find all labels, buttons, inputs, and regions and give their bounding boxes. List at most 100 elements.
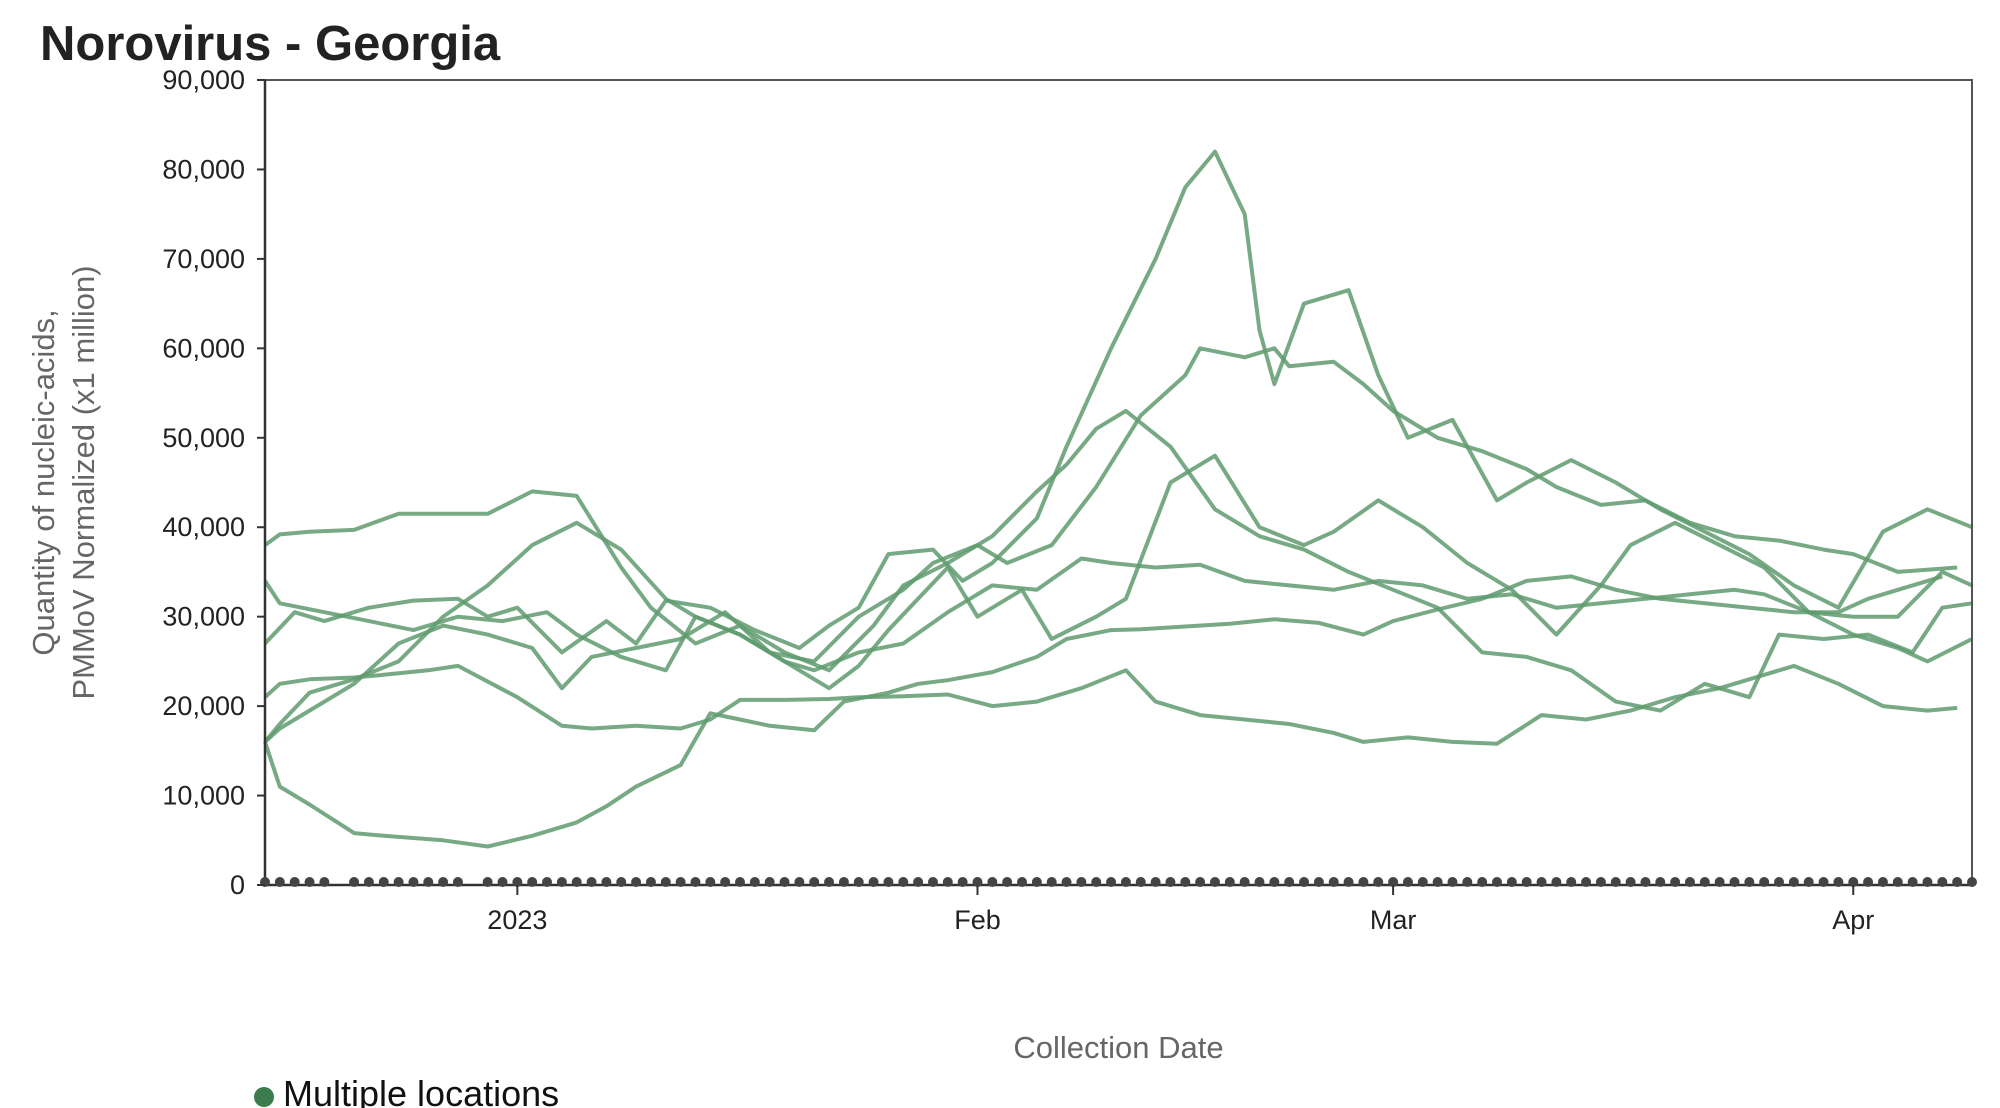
y-tick-label: 70,000 <box>162 244 245 274</box>
plot-border <box>264 79 1973 886</box>
sample-dot <box>1180 877 1191 887</box>
sample-dot <box>1521 877 1532 887</box>
sample-dot <box>1759 877 1770 887</box>
sample-dot <box>1833 877 1844 887</box>
sample-dot <box>304 877 315 887</box>
sample-dot <box>1744 877 1755 887</box>
sample-dot <box>1402 877 1413 887</box>
sample-dot <box>1106 877 1117 887</box>
y-tick-label: 80,000 <box>162 154 245 184</box>
sample-dot <box>1699 877 1710 887</box>
sample-dot <box>1447 877 1458 887</box>
series-line-2 <box>263 663 1958 746</box>
sample-dot <box>1328 877 1339 887</box>
sample-dot <box>1803 877 1814 887</box>
sample-dot <box>571 877 582 887</box>
sample-dot <box>363 877 374 887</box>
sample-dot <box>1209 877 1220 887</box>
sample-dot <box>1788 877 1799 887</box>
sample-dot <box>423 877 434 887</box>
sample-dot <box>1165 877 1176 887</box>
sample-dot <box>527 877 538 887</box>
sample-dot <box>1269 877 1280 887</box>
sample-dot <box>705 877 716 887</box>
sample-dot <box>616 877 627 887</box>
sample-dot <box>1536 877 1547 887</box>
sample-dot <box>1076 877 1087 887</box>
sample-dot <box>898 877 909 887</box>
x-tick-label: 2023 <box>487 905 547 935</box>
legend-marker <box>254 1087 274 1107</box>
sample-dot <box>794 877 805 887</box>
sample-dot <box>1091 877 1102 887</box>
sample-dot <box>452 877 463 887</box>
series-line-5 <box>263 346 1958 744</box>
sample-dot <box>868 877 879 887</box>
series-line-4 <box>263 408 1973 713</box>
x-tick-label: Apr <box>1832 905 1874 935</box>
sample-dot <box>1670 877 1681 887</box>
sample-dot <box>438 877 449 887</box>
sample-dot <box>927 877 938 887</box>
sample-dot <box>512 877 523 887</box>
y-axis-title-line-2: PMMoV Normalized (x1 million) <box>66 265 101 699</box>
sample-dot <box>1566 877 1577 887</box>
y-tick-label: 90,000 <box>162 65 245 95</box>
sample-dot <box>1432 877 1443 887</box>
sample-dot <box>556 877 567 887</box>
sample-dot <box>1640 877 1651 887</box>
sample-dot <box>1388 877 1399 887</box>
sample-dot <box>824 877 835 887</box>
sample-dot <box>749 877 760 887</box>
sample-dot <box>1581 877 1592 887</box>
axes-frame <box>263 79 1973 887</box>
sample-dot <box>631 877 642 887</box>
y-tick-label: 50,000 <box>162 423 245 453</box>
sample-dot <box>1477 877 1488 887</box>
sample-dot <box>1952 877 1963 887</box>
sample-dot <box>675 877 686 887</box>
sample-dot <box>601 877 612 887</box>
legend-label[interactable]: Multiple locations <box>283 1073 559 1108</box>
sample-dot <box>586 877 597 887</box>
sample-dot <box>913 877 924 887</box>
sample-dot <box>690 877 701 887</box>
sample-dot <box>1017 877 1028 887</box>
sample-dot <box>734 877 745 887</box>
sample-dot <box>274 877 285 887</box>
sample-dot <box>809 877 820 887</box>
sample-dot <box>1135 877 1146 887</box>
sample-dot <box>838 877 849 887</box>
x-tick-label: Mar <box>1370 905 1417 935</box>
axis-titles: Collection Date Quantity of nucleic-acid… <box>26 265 1224 1065</box>
sample-dot <box>720 877 731 887</box>
sample-dot <box>1239 877 1250 887</box>
sample-dot <box>1774 877 1785 887</box>
sample-dot <box>289 877 300 887</box>
sample-dot <box>542 877 553 887</box>
tick-labels: 0 10,000 20,000 30,000 40,000 50,000 60,000 70,… <box>162 65 1874 935</box>
series-line-3 <box>263 556 1973 673</box>
sample-dot <box>1120 877 1131 887</box>
sample-dot <box>764 877 775 887</box>
sample-dot <box>393 877 404 887</box>
y-tick-label: 60,000 <box>162 333 245 363</box>
sample-dot <box>1254 877 1265 887</box>
sample-dot <box>378 877 389 887</box>
sample-dot <box>1907 877 1918 887</box>
sample-dot <box>1002 877 1013 887</box>
sample-dot <box>1195 877 1206 887</box>
y-tick-label: 40,000 <box>162 512 245 542</box>
sample-dot <box>1551 877 1562 887</box>
sample-dots <box>260 877 1977 887</box>
x-axis-title: Collection Date <box>1013 1030 1223 1065</box>
sample-dot <box>1373 877 1384 887</box>
sample-dot <box>1313 877 1324 887</box>
sample-dot <box>349 877 360 887</box>
series-layer <box>263 149 1973 849</box>
sample-dot <box>1595 877 1606 887</box>
sample-dot <box>1877 877 1888 887</box>
sample-dot <box>1343 877 1354 887</box>
sample-dot <box>1462 877 1473 887</box>
sample-dot <box>1655 877 1666 887</box>
